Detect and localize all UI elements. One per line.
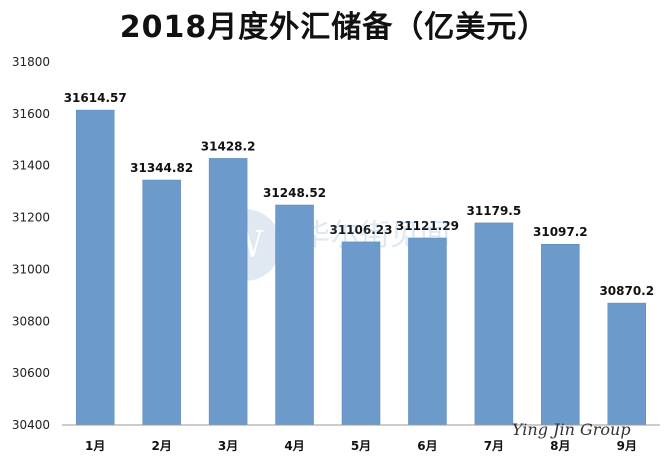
bar-1 xyxy=(75,109,115,426)
bars xyxy=(75,109,647,426)
y-tick-label: 30600 xyxy=(12,366,50,380)
x-tick-label: 2月 xyxy=(151,439,171,453)
chart-title: 2018月度外汇储备（亿美元） xyxy=(119,10,549,45)
data-labels: 31614.57 31344.82 31428.2 31248.52 31106.23 3… xyxy=(64,91,654,298)
data-label: 31248.52 xyxy=(263,186,326,200)
watermark-signature: Ying Jin Group xyxy=(512,420,631,439)
bar-8 xyxy=(541,243,580,426)
data-label: 31179.5 xyxy=(467,204,522,218)
bar-6 xyxy=(408,237,447,426)
data-label: 31344.82 xyxy=(130,161,193,175)
data-label: 31121.29 xyxy=(396,219,459,233)
x-tick-label: 1月 xyxy=(85,439,105,453)
y-tick-label: 31200 xyxy=(12,211,50,225)
y-tick-label: 30800 xyxy=(12,314,50,328)
y-tick-label: 31000 xyxy=(12,262,50,276)
y-axis: 30400 30600 30800 31000 31200 31400 31600 31800 xyxy=(12,55,50,432)
x-tick-label: 6月 xyxy=(417,439,437,453)
y-tick-label: 30400 xyxy=(12,418,50,432)
data-label: 31097.2 xyxy=(533,225,588,239)
x-tick-label: 9月 xyxy=(617,439,637,453)
center-watermark: 华尔街见闻 xyxy=(300,218,450,253)
bar-2 xyxy=(142,179,181,426)
y-tick-label: 31600 xyxy=(12,107,50,121)
data-label: 30870.2 xyxy=(599,284,654,298)
bar-7 xyxy=(474,222,514,426)
x-tick-label: 4月 xyxy=(284,439,304,453)
data-label: 31428.2 xyxy=(201,139,256,153)
bar-5 xyxy=(341,241,381,426)
data-label: 31106.23 xyxy=(329,223,392,237)
x-tick-label: 3月 xyxy=(218,439,238,453)
x-axis: 1月 2月 3月 4月 5月 6月 7月 8月 9月 xyxy=(62,424,660,453)
y-tick-label: 31800 xyxy=(12,55,50,69)
data-label: 31614.57 xyxy=(64,91,127,105)
bar-3 xyxy=(208,158,248,426)
bar-9 xyxy=(607,302,647,426)
x-tick-label: 8月 xyxy=(550,439,570,453)
x-tick-label: 5月 xyxy=(351,439,371,453)
bar-4 xyxy=(275,204,314,426)
x-tick-label: 7月 xyxy=(484,439,504,453)
y-tick-label: 31400 xyxy=(12,159,50,173)
